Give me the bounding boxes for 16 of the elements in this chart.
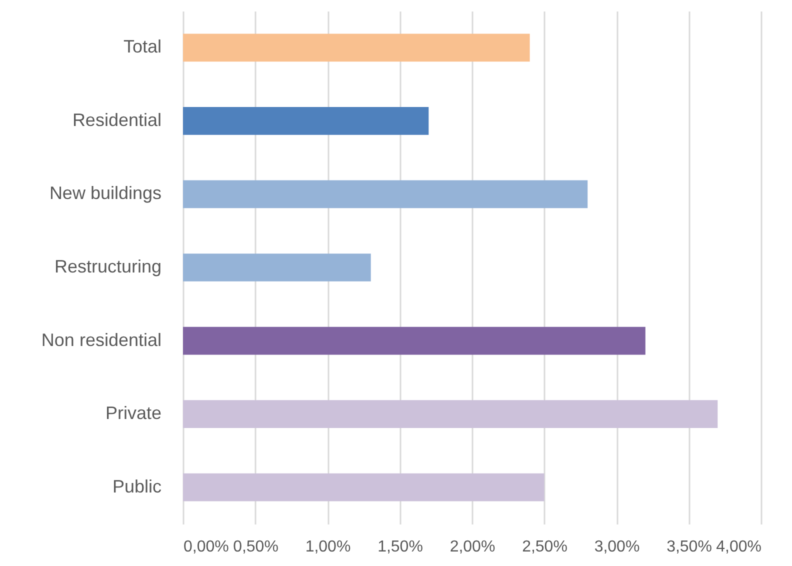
y-tick-label: Non residential xyxy=(41,330,162,350)
x-tick-label: 1,50% xyxy=(378,538,423,556)
x-tick-label: 3,00% xyxy=(594,538,640,556)
x-tick-label: 2,00% xyxy=(450,538,496,556)
x-tick-label: 0,00% xyxy=(184,538,229,556)
x-tick-label: 3,50% xyxy=(666,538,712,556)
y-tick-label: Total xyxy=(123,36,162,57)
x-tick-label: 2,50% xyxy=(522,538,568,556)
y-tick-label: Restructuring xyxy=(54,256,162,276)
y-tick-label: Residential xyxy=(72,110,162,130)
x-tick-label: 0,50% xyxy=(233,538,278,556)
x-tick-label: 1,00% xyxy=(305,538,351,556)
y-tick-label: Public xyxy=(112,476,162,496)
x-tick-label: 4,00% xyxy=(716,538,762,556)
y-tick-label: Private xyxy=(105,403,162,424)
y-tick-label: New buildings xyxy=(49,183,162,204)
